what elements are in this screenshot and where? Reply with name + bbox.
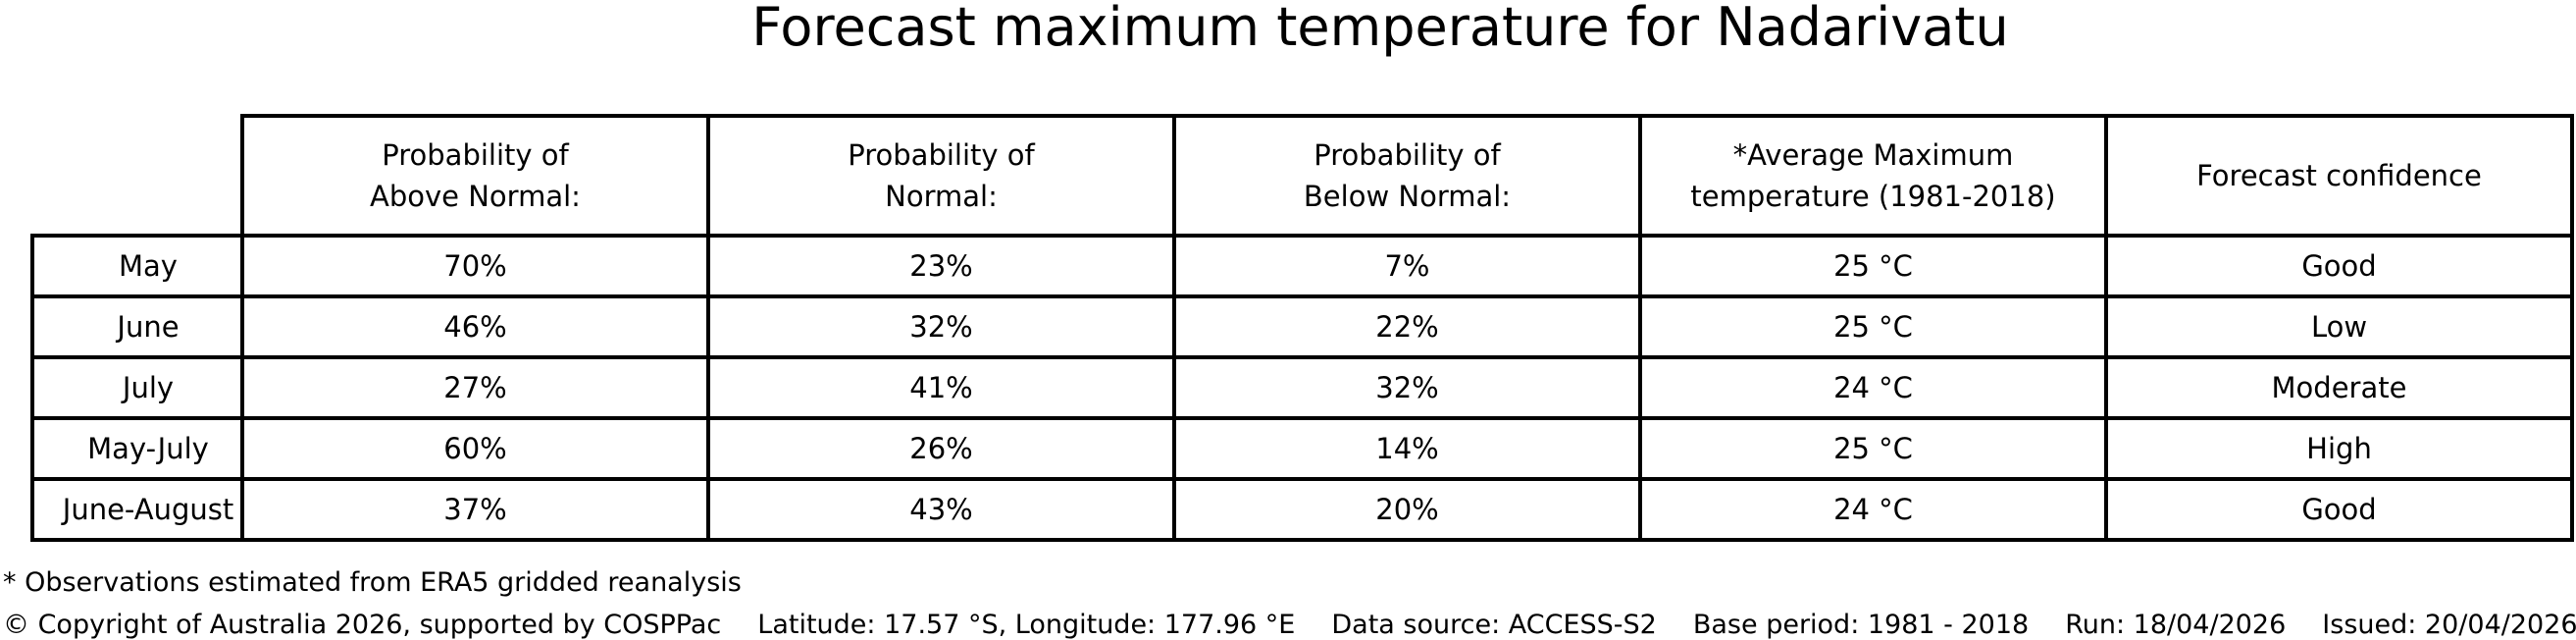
table-row-june-august: June-August 37% 43% 20% 24 °C Good (30, 477, 2574, 542)
cell-average-max-temp: 25 °C (1638, 294, 2108, 359)
page-title: Forecast maximum temperature for Nadariv… (751, 0, 2009, 58)
table-row-june: June 46% 32% 22% 25 °C Low (30, 294, 2574, 359)
base-period-text: Base period: 1981 - 2018 (1692, 610, 2030, 640)
cell-forecast-confidence: Moderate (2104, 355, 2574, 420)
cell-average-max-temp: 25 °C (1638, 234, 2108, 298)
header-line: Probability of (848, 138, 1035, 172)
cell-average-max-temp: 24 °C (1638, 477, 2108, 542)
cell-normal: 32% (706, 294, 1176, 359)
footer-metadata-bar: © Copyright of Australia 2026, supported… (3, 610, 2576, 640)
table-row-july: July 27% 41% 32% 24 °C Moderate (30, 355, 2574, 420)
location-text: Latitude: 17.57 °S, Longitude: 177.96 °E (757, 610, 1296, 640)
table-row-may-july: May-July 60% 26% 14% 25 °C High (30, 416, 2574, 481)
col-header-below-normal: Probability of Below Normal: (1172, 114, 1642, 238)
header-line: Below Normal: (1303, 180, 1512, 213)
data-source-text: Data source: ACCESS-S2 (1331, 610, 1657, 640)
cell-below-normal: 32% (1172, 355, 1642, 420)
row-label: May-July (30, 416, 244, 481)
header-line: *Average Maximum (1732, 138, 2014, 172)
cell-below-normal: 20% (1172, 477, 1642, 542)
cell-normal: 23% (706, 234, 1176, 298)
header-line: Forecast confidence (2196, 159, 2482, 192)
copyright-text: © Copyright of Australia 2026, supported… (3, 610, 722, 640)
cell-normal: 26% (706, 416, 1176, 481)
row-label: June-August (30, 477, 244, 542)
cell-below-normal: 14% (1172, 416, 1642, 481)
header-line: temperature (1981-2018) (1690, 180, 2056, 213)
cell-above-normal: 27% (240, 355, 710, 420)
cell-average-max-temp: 25 °C (1638, 416, 2108, 481)
col-header-normal: Probability of Normal: (706, 114, 1176, 238)
header-line: Above Normal: (370, 180, 581, 213)
cell-above-normal: 46% (240, 294, 710, 359)
col-header-forecast-confidence: Forecast confidence (2104, 114, 2574, 238)
footnote-observations: * Observations estimated from ERA5 gridd… (3, 567, 742, 598)
header-line: Probability of (382, 138, 569, 172)
cell-above-normal: 70% (240, 234, 710, 298)
corner-blank-cell (32, 116, 242, 236)
header-line: Probability of (1314, 138, 1501, 172)
header-line: Normal: (885, 180, 998, 213)
issued-date-text: Issued: 20/04/2026 (2322, 610, 2576, 640)
table-row-may: May 70% 23% 7% 25 °C Good (30, 234, 2574, 298)
cell-below-normal: 7% (1172, 234, 1642, 298)
col-header-average-max-temp: *Average Maximum temperature (1981-2018) (1638, 114, 2108, 238)
row-label: May (30, 234, 244, 298)
cell-forecast-confidence: Good (2104, 234, 2574, 298)
cell-average-max-temp: 24 °C (1638, 355, 2108, 420)
cell-forecast-confidence: High (2104, 416, 2574, 481)
col-header-above-normal: Probability of Above Normal: (240, 114, 710, 238)
cell-above-normal: 37% (240, 477, 710, 542)
cell-below-normal: 22% (1172, 294, 1642, 359)
forecast-table: Probability of Above Normal: Probability… (30, 114, 2574, 542)
run-date-text: Run: 18/04/2026 (2065, 610, 2287, 640)
cell-forecast-confidence: Low (2104, 294, 2574, 359)
cell-normal: 43% (706, 477, 1176, 542)
cell-forecast-confidence: Good (2104, 477, 2574, 542)
row-label: July (30, 355, 244, 420)
cell-normal: 41% (706, 355, 1176, 420)
table-header-row: Probability of Above Normal: Probability… (32, 114, 2574, 238)
row-label: June (30, 294, 244, 359)
cell-above-normal: 60% (240, 416, 710, 481)
